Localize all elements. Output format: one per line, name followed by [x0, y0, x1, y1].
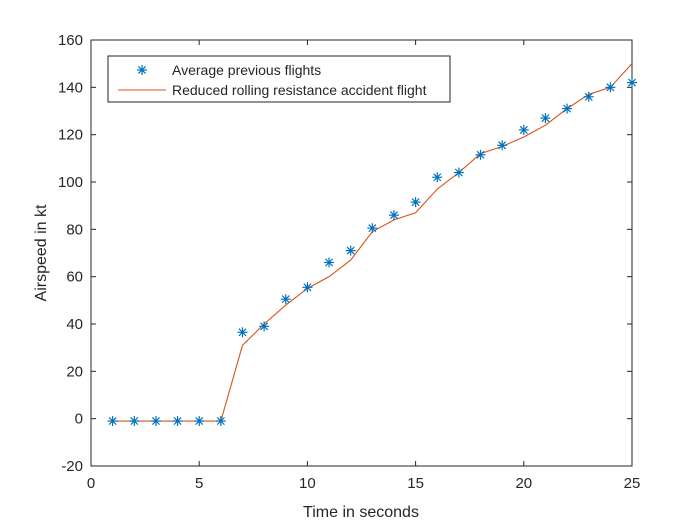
x-tick-label: 25 [624, 475, 641, 492]
asterisk-stroke [411, 198, 420, 207]
data-point-series-0 [605, 82, 616, 93]
asterisk-stroke [325, 258, 334, 267]
data-point-series-0 [215, 416, 226, 427]
asterisk-stroke [584, 92, 593, 101]
asterisk-stroke [108, 417, 117, 426]
data-point-series-0 [432, 172, 443, 183]
data-point-series-0 [518, 124, 529, 135]
legend: Average previous flights Reduced rolling… [107, 55, 451, 103]
y-tick-label: 60 [66, 269, 83, 286]
legend-box [107, 55, 451, 103]
asterisk-stroke [281, 295, 290, 304]
asterisk-stroke [519, 125, 528, 134]
y-tick-label: 80 [66, 221, 83, 238]
asterisk-stroke [130, 417, 139, 426]
x-tick-label: 20 [515, 475, 532, 492]
legend-asterisk-marker [137, 65, 147, 75]
x-tick-label: 0 [87, 475, 95, 492]
y-tick-label: 0 [75, 411, 83, 428]
data-point-series-0 [280, 294, 291, 305]
y-axis-label: Airspeed in kt [33, 204, 50, 301]
x-axis-label: Time in seconds [303, 504, 419, 521]
asterisk-stroke [606, 83, 615, 92]
asterisk-stroke [368, 224, 377, 233]
data-point-series-0 [172, 416, 183, 427]
data-point-series-0 [583, 91, 594, 102]
data-point-series-0 [367, 223, 378, 234]
y-tick-label: 160 [58, 32, 83, 49]
data-point-series-0 [453, 167, 464, 178]
data-point-series-0 [627, 77, 637, 88]
x-axis: 0 5 10 15 20 25 [87, 40, 641, 492]
data-point-series-0 [475, 149, 486, 160]
data-point-series-0 [497, 140, 508, 151]
y-tick-label: 100 [58, 174, 83, 191]
x-tick-label: 5 [195, 475, 203, 492]
asterisk-stroke [563, 104, 572, 113]
plot-area [90, 39, 633, 467]
data-point-series-0 [324, 257, 335, 268]
asterisk-stroke [173, 417, 182, 426]
asterisk-stroke [303, 283, 312, 292]
data-point-series-0 [107, 416, 118, 427]
asterisk-stroke [541, 114, 550, 123]
y-tick-label: 40 [66, 316, 83, 333]
asterisk-stroke [346, 246, 355, 255]
asterisk-stroke [137, 65, 147, 75]
x-tick-label: 10 [299, 475, 316, 492]
y-tick-label: -20 [61, 458, 83, 475]
asterisk-stroke [454, 168, 463, 177]
series-layer [107, 63, 637, 427]
y-tick-label: 140 [58, 79, 83, 96]
legend-label-series-0: Average previous flights [172, 62, 321, 78]
data-point-series-0 [345, 245, 356, 256]
x-tick-label: 15 [407, 475, 424, 492]
legend-label-series-1: Reduced rolling resistance accident flig… [172, 82, 427, 98]
data-point-series-0 [302, 282, 313, 293]
asterisk-stroke [195, 417, 204, 426]
data-point-series-0 [562, 103, 573, 114]
asterisk-stroke [476, 150, 485, 159]
asterisk-stroke [216, 417, 225, 426]
data-point-series-0 [129, 416, 140, 427]
data-point-series-0 [388, 210, 399, 221]
data-point-series-0 [259, 321, 270, 332]
data-point-series-0 [410, 197, 421, 208]
legend-marker-asterisk [137, 65, 147, 75]
y-axis: -20 0 20 40 60 80 100 120 140 160 [58, 32, 632, 475]
y-tick-label: 120 [58, 127, 83, 144]
asterisk-stroke [260, 322, 269, 331]
data-point-series-0 [150, 416, 161, 427]
asterisk-stroke [389, 211, 398, 220]
asterisk-stroke [151, 417, 160, 426]
data-point-series-0 [237, 327, 248, 338]
asterisk-stroke [498, 141, 507, 150]
asterisk-stroke [433, 173, 442, 182]
asterisk-stroke [627, 78, 637, 87]
data-point-series-0 [194, 416, 205, 427]
asterisk-stroke [238, 328, 247, 337]
y-tick-label: 20 [66, 363, 83, 380]
data-point-series-0 [540, 113, 551, 124]
